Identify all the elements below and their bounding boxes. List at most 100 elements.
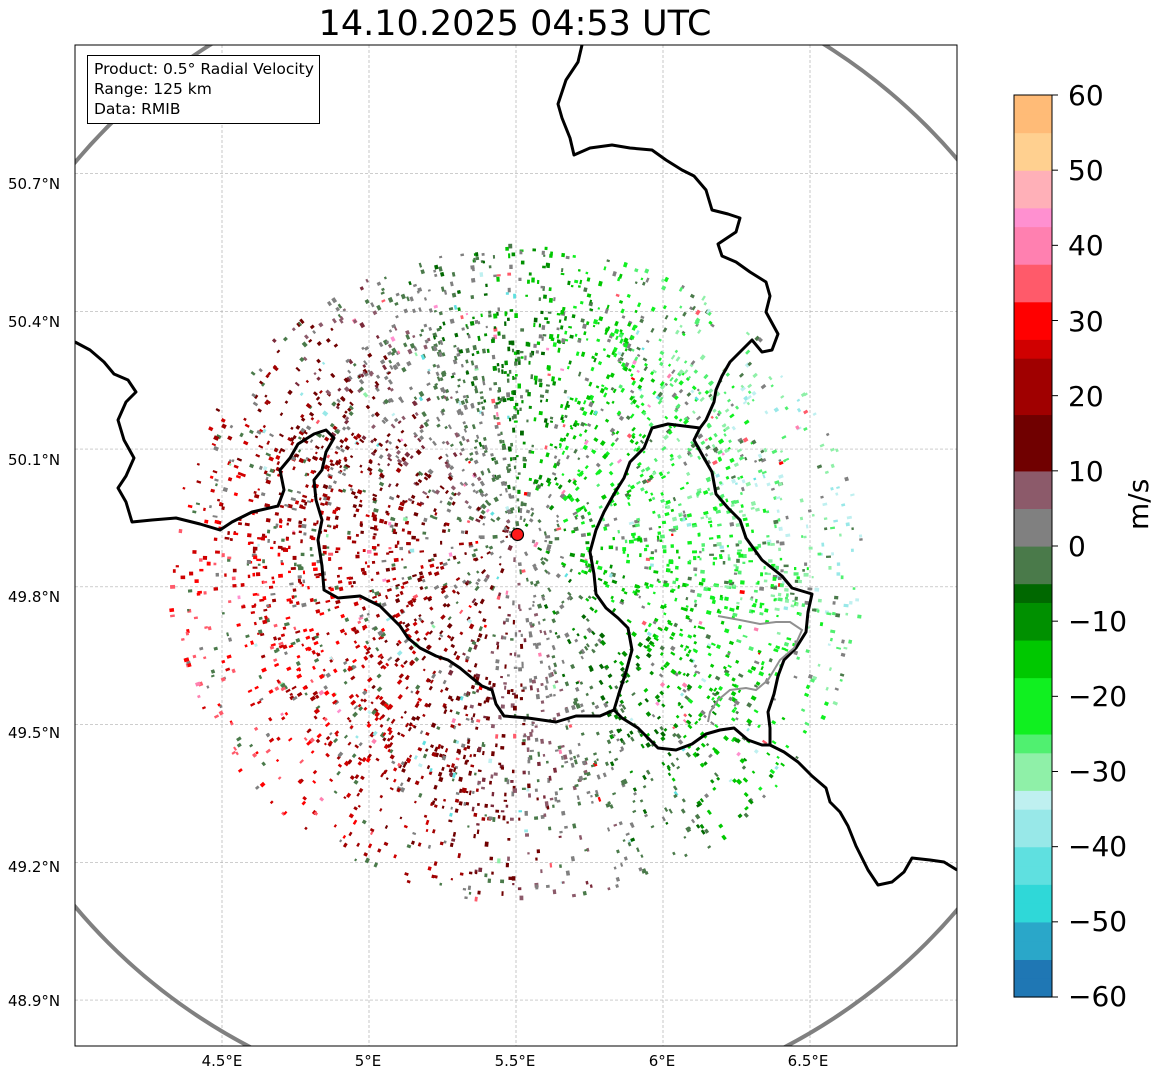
echo-pixel bbox=[532, 594, 537, 598]
echo-pixel bbox=[708, 753, 713, 759]
echo-pixel bbox=[552, 889, 557, 895]
echo-pixel bbox=[767, 541, 771, 546]
echo-pixel bbox=[414, 702, 420, 709]
echo-pixel bbox=[729, 457, 735, 463]
echo-pixel bbox=[479, 480, 485, 487]
echo-pixel bbox=[746, 401, 751, 406]
echo-pixel bbox=[320, 502, 325, 506]
echo-pixel bbox=[513, 465, 517, 470]
echo-pixel bbox=[248, 498, 254, 503]
echo-pixel bbox=[498, 762, 502, 766]
colorbar bbox=[1014, 94, 1058, 998]
echo-pixel bbox=[547, 373, 551, 377]
echo-pixel bbox=[335, 550, 339, 553]
echo-pixel bbox=[287, 737, 293, 742]
radar-site-marker[interactable] bbox=[510, 527, 525, 542]
echo-pixel bbox=[525, 294, 528, 297]
colorbar-segment bbox=[1014, 527, 1052, 547]
echo-pixel bbox=[635, 330, 640, 336]
echo-pixel bbox=[466, 616, 471, 622]
echo-pixel bbox=[521, 689, 525, 692]
echo-pixel bbox=[707, 311, 712, 316]
echo-pixel bbox=[418, 616, 423, 622]
echo-pixel bbox=[357, 703, 362, 708]
echo-pixel bbox=[675, 757, 680, 761]
echo-pixel bbox=[708, 687, 714, 692]
echo-pixel bbox=[386, 587, 392, 592]
echo-pixel bbox=[352, 665, 357, 670]
echo-pixel bbox=[425, 828, 429, 833]
echo-pixel bbox=[461, 327, 465, 331]
colorbar-segment bbox=[1014, 621, 1052, 641]
echo-pixel bbox=[430, 679, 434, 684]
colorbar-segment bbox=[1014, 752, 1052, 773]
echo-pixel bbox=[703, 510, 709, 516]
echo-pixel bbox=[644, 582, 649, 587]
echo-pixel bbox=[786, 637, 792, 641]
echo-pixel bbox=[316, 376, 321, 381]
echo-pixel bbox=[447, 558, 451, 562]
echo-pixel bbox=[579, 681, 584, 685]
echo-pixel bbox=[649, 670, 655, 676]
echo-pixel bbox=[567, 591, 572, 597]
echo-pixel bbox=[478, 441, 483, 448]
echo-pixel bbox=[416, 290, 420, 294]
echo-pixel bbox=[358, 378, 365, 385]
echo-pixel bbox=[366, 466, 373, 473]
echo-pixel bbox=[784, 648, 789, 652]
echo-pixel bbox=[599, 440, 606, 447]
echo-pixel bbox=[375, 647, 380, 652]
echo-pixel bbox=[790, 604, 795, 608]
echo-pixel bbox=[467, 580, 472, 585]
echo-pixel bbox=[352, 711, 359, 718]
echo-pixel bbox=[463, 801, 467, 807]
colorbar-frame bbox=[1013, 94, 1053, 998]
echo-pixel bbox=[357, 551, 360, 554]
echo-pixel bbox=[429, 514, 434, 519]
echo-pixel bbox=[684, 853, 688, 858]
echo-pixel bbox=[714, 724, 719, 729]
echo-pixel bbox=[777, 597, 783, 602]
echo-pixel bbox=[637, 701, 643, 707]
echo-pixel bbox=[493, 313, 498, 319]
echo-pixel bbox=[727, 554, 730, 558]
echo-pixel bbox=[696, 593, 702, 598]
echo-pixel bbox=[407, 575, 412, 581]
echo-pixel bbox=[221, 553, 225, 558]
echo-pixel bbox=[222, 487, 229, 493]
echo-pixel bbox=[497, 307, 501, 312]
echo-pixel bbox=[570, 284, 574, 288]
echo-pixel bbox=[383, 398, 389, 405]
echo-pixel bbox=[659, 681, 666, 688]
echo-pixel bbox=[362, 391, 369, 398]
echo-pixel bbox=[546, 637, 550, 641]
echo-pixel bbox=[539, 660, 544, 664]
echo-pixel bbox=[367, 352, 373, 358]
echo-pixel bbox=[465, 579, 470, 585]
echo-pixel bbox=[560, 272, 565, 276]
echo-pixel bbox=[556, 327, 560, 331]
echo-pixel bbox=[366, 612, 370, 616]
echo-pixel bbox=[247, 574, 251, 579]
echo-pixel bbox=[428, 685, 433, 691]
echo-pixel bbox=[690, 818, 696, 824]
echo-pixel bbox=[650, 662, 655, 667]
echo-pixel bbox=[533, 612, 539, 617]
echo-pixel bbox=[644, 490, 649, 495]
echo-pixel bbox=[476, 570, 480, 574]
echo-pixel bbox=[301, 523, 307, 529]
echo-pixel bbox=[825, 432, 830, 437]
echo-pixel bbox=[361, 664, 366, 669]
echo-pixel bbox=[637, 641, 644, 648]
echo-pixel bbox=[620, 598, 625, 603]
echo-pixel bbox=[482, 436, 487, 442]
echo-pixel bbox=[817, 598, 822, 603]
echo-pixel bbox=[440, 589, 446, 595]
echo-pixel bbox=[492, 365, 498, 371]
echo-pixel bbox=[233, 746, 238, 751]
echo-pixel bbox=[418, 390, 425, 398]
echo-pixel bbox=[732, 612, 738, 617]
echo-pixel bbox=[362, 627, 366, 631]
echo-pixel bbox=[645, 742, 652, 748]
